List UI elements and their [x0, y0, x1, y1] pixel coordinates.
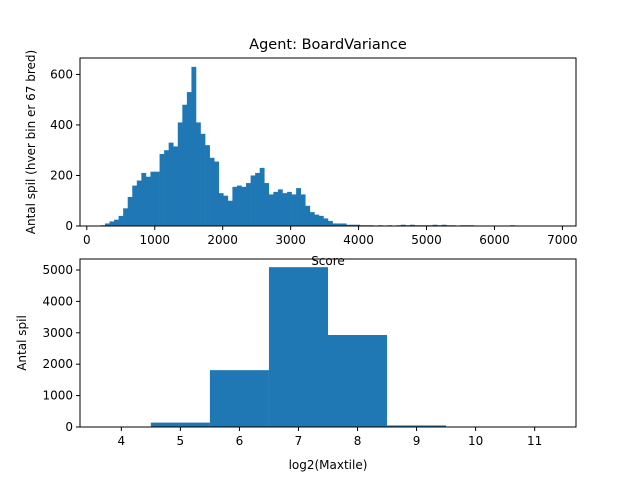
histogram-bar [264, 183, 269, 226]
histogram-bar [232, 187, 237, 226]
histogram-bar [164, 150, 169, 226]
y-tick-label: 600 [50, 67, 73, 81]
histogram-bar [210, 158, 215, 226]
maxtile-bar [210, 370, 269, 427]
maxtile-histogram: 4 5 6 7 8 9 10 11 0 1000 2000 3000 4000 5000 log2(Ma… [15, 259, 576, 472]
y-tick-label: 200 [50, 168, 73, 182]
histogram-bar [132, 186, 137, 226]
histogram-bar [273, 192, 278, 226]
x-tick-label: 6000 [479, 233, 510, 247]
x-tick-label: 4000 [343, 233, 374, 247]
histogram-bar [141, 173, 146, 226]
histogram-bar [260, 168, 265, 226]
y-tick-label: 5000 [42, 263, 73, 277]
histogram-bar [255, 173, 260, 226]
x-axis-label: log2(Maxtile) [289, 458, 368, 472]
histogram-bar [219, 193, 224, 226]
histogram-bar [310, 212, 315, 226]
x-tick-label: 0 [83, 233, 91, 247]
histogram-bar [251, 175, 256, 226]
y-axis-label: Antal spil (hver bin er 67 bred) [24, 50, 38, 234]
histogram-bar [296, 188, 301, 226]
histogram-bar [196, 122, 201, 226]
histogram-bar [201, 134, 206, 226]
histogram-bar [150, 172, 155, 226]
histogram-bar [173, 146, 178, 226]
histogram-bar [223, 196, 228, 226]
histogram-bar [319, 216, 324, 226]
histogram-bar [205, 145, 210, 226]
x-tick-label: 3000 [275, 233, 306, 247]
histogram-bar [292, 194, 297, 226]
y-tick-label: 1000 [42, 389, 73, 403]
y-axis-label: Antal spil [15, 315, 29, 371]
y-tick-label: 3000 [42, 326, 73, 340]
x-tick-label: 11 [527, 434, 542, 448]
x-axis-label: Score [311, 254, 345, 268]
x-tick-label: 2000 [207, 233, 238, 247]
histogram-bar [246, 183, 251, 226]
histogram-bar [228, 201, 233, 226]
histogram-bar [137, 181, 142, 226]
x-tick-label: 7000 [547, 233, 578, 247]
y-tick-label: 0 [65, 219, 73, 233]
x-axis-ticks: 4 5 6 7 8 9 10 11 [118, 427, 543, 448]
histogram-bar [237, 186, 242, 226]
x-tick-label: 1000 [139, 233, 170, 247]
histogram-bar [214, 162, 219, 226]
histogram-bar [119, 216, 124, 226]
histogram-bar [242, 187, 247, 226]
score-histogram-bars [100, 67, 560, 226]
y-tick-label: 0 [65, 420, 73, 434]
maxtile-bar [269, 267, 328, 427]
histogram-bar [169, 143, 174, 226]
histogram-bar [146, 177, 151, 226]
histogram-bar [278, 189, 283, 226]
maxtile-bar [151, 423, 210, 427]
histogram-bar [282, 193, 287, 226]
y-axis-ticks: 0 1000 2000 3000 4000 5000 [42, 263, 80, 434]
x-tick-label: 5000 [411, 233, 442, 247]
histogram-bar [191, 67, 196, 226]
x-tick-label: 8 [354, 434, 362, 448]
x-tick-label: 4 [118, 434, 126, 448]
x-tick-label: 7 [295, 434, 303, 448]
chart-title: Agent: BoardVariance [249, 37, 407, 53]
y-axis-ticks: 0 200 400 600 [50, 67, 80, 233]
histogram-bar [178, 122, 183, 226]
x-tick-label: 10 [468, 434, 483, 448]
x-axis-ticks: 0 1000 2000 3000 4000 5000 6000 7000 [83, 226, 578, 247]
x-tick-label: 6 [236, 434, 244, 448]
y-tick-label: 2000 [42, 357, 73, 371]
x-tick-label: 5 [177, 434, 185, 448]
histogram-bar [323, 218, 328, 226]
histogram-bar [123, 208, 128, 226]
histogram-bar [301, 194, 306, 226]
maxtile-histogram-bars [151, 267, 446, 427]
histogram-bar [114, 220, 119, 226]
score-histogram: Agent: BoardVariance 0 1000 2000 3000 4000 50… [24, 37, 578, 268]
maxtile-bar [328, 335, 387, 427]
histogram-bar [155, 172, 160, 226]
histogram-bar [187, 92, 192, 226]
histogram-bar [182, 105, 187, 226]
histogram-bar [314, 215, 319, 226]
y-tick-label: 400 [50, 118, 73, 132]
y-tick-label: 4000 [42, 294, 73, 308]
histogram-bar [128, 197, 133, 226]
histogram-bar [160, 154, 165, 226]
histogram-bar [287, 192, 292, 226]
histogram-bar [269, 194, 274, 226]
histogram-bar [305, 206, 310, 226]
x-tick-label: 9 [413, 434, 421, 448]
histogram-bar [109, 221, 114, 226]
histogram-bar [328, 221, 333, 226]
